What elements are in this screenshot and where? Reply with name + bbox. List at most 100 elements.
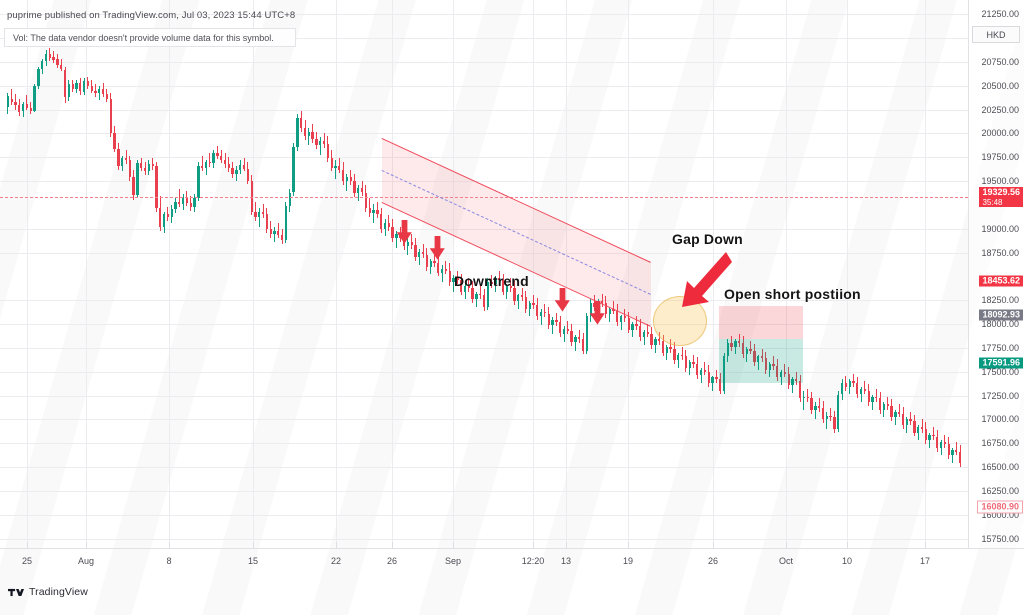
downtrend-arrow-2[interactable] xyxy=(429,236,446,260)
price-axis[interactable]: 21250.0021000.0020750.0020500.0020250.00… xyxy=(968,0,1024,548)
gridline-horizontal xyxy=(0,419,968,421)
gap-down-highlight-ellipse[interactable] xyxy=(653,296,707,346)
candle-body xyxy=(433,261,436,263)
short-stop-loss-zone[interactable] xyxy=(719,306,803,339)
candle-body xyxy=(418,251,421,258)
candle-body xyxy=(334,165,337,168)
candle-body xyxy=(189,203,192,207)
candle-body xyxy=(261,211,265,215)
candle-wick xyxy=(773,356,774,370)
last-price-tag-countdown: 35:48 xyxy=(982,198,1003,208)
volume-notice-box: Vol: The data vendor doesn't provide vol… xyxy=(4,28,296,47)
candle-body xyxy=(494,278,497,284)
candle-wick xyxy=(335,160,336,180)
candle-wick xyxy=(658,331,660,345)
candle-body xyxy=(513,287,516,302)
downtrend-arrow-3[interactable] xyxy=(554,288,571,312)
candle-wick xyxy=(533,295,534,309)
candle-body xyxy=(696,364,699,376)
stop-loss-tag[interactable]: 18453.62 xyxy=(979,275,1023,287)
gap-down-annotation-label[interactable]: Gap Down xyxy=(672,231,743,247)
candle-body xyxy=(760,356,764,359)
candle-body xyxy=(326,143,330,159)
candle-body xyxy=(917,427,920,433)
candle-body xyxy=(840,383,844,395)
candle-wick xyxy=(529,301,531,317)
entry-price-tag[interactable]: 18092.93 xyxy=(979,309,1023,321)
candle-wick xyxy=(453,274,454,292)
price-tick-label: 17000.00 xyxy=(981,414,1019,425)
candle-wick xyxy=(647,324,649,338)
candle-wick xyxy=(407,238,409,256)
candle-body xyxy=(517,295,520,302)
time-tick-mark xyxy=(847,542,848,549)
candle-body xyxy=(174,202,177,209)
candle-wick xyxy=(715,369,717,384)
open-short-position-annotation-label[interactable]: Open short postiion xyxy=(724,286,861,302)
short-take-profit-zone[interactable] xyxy=(719,339,803,383)
price-tick-label: 17750.00 xyxy=(981,342,1019,353)
gridline-vertical xyxy=(566,0,567,548)
last-price-tag[interactable]: 19329.56 35:48 xyxy=(979,187,1023,208)
candle-body xyxy=(86,81,90,86)
candle-body xyxy=(387,223,390,227)
last-price-line xyxy=(0,197,968,199)
candle-wick xyxy=(750,341,752,355)
downtrend-annotation-label[interactable]: Downtrend xyxy=(454,273,529,289)
price-tick-label: 16250.00 xyxy=(981,485,1019,496)
downtrend-arrow-4[interactable] xyxy=(589,301,606,325)
last-price-tag-value: 19329.56 xyxy=(982,187,1020,198)
candle-body xyxy=(143,167,147,172)
candle-body xyxy=(345,177,349,182)
low-price-tag[interactable]: 16080.90 xyxy=(977,500,1023,514)
candle-body xyxy=(360,187,364,193)
candle-wick xyxy=(746,346,748,363)
candle-wick xyxy=(769,362,771,378)
candle-body xyxy=(745,348,748,355)
candle-body xyxy=(818,406,821,408)
candle-body xyxy=(75,82,78,89)
candle-wick xyxy=(898,404,900,418)
candle-body xyxy=(18,104,21,113)
gridline-vertical xyxy=(925,0,926,548)
candle-wick xyxy=(555,312,557,326)
candle-wick xyxy=(319,137,321,156)
candle-wick xyxy=(784,364,786,378)
candle-body xyxy=(669,346,672,349)
candle-body xyxy=(757,356,760,363)
candle-body xyxy=(227,163,230,168)
gridline-vertical xyxy=(336,0,337,548)
candle-body xyxy=(639,325,642,338)
candle-body xyxy=(440,268,444,273)
candle-body xyxy=(772,364,775,366)
time-tick-mark xyxy=(566,542,567,549)
candle-body xyxy=(540,311,543,317)
candle-wick xyxy=(818,398,820,412)
candle-wick xyxy=(681,346,683,361)
candle-body xyxy=(654,339,657,345)
candle-body xyxy=(600,301,604,304)
take-profit-tag[interactable]: 17591.96 xyxy=(979,357,1023,369)
gridline-vertical xyxy=(169,0,170,548)
gap-down-pointer-arrow[interactable] xyxy=(676,250,732,310)
gridline-vertical xyxy=(847,0,848,548)
time-axis[interactable]: 25 Aug 8 15 22 26 Sep 12:20 13 19 26 Oct 10 17 xyxy=(0,542,1024,576)
candle-body xyxy=(338,165,341,170)
candle-body xyxy=(132,177,135,196)
candle-wick xyxy=(422,244,424,259)
candle-wick xyxy=(609,306,611,323)
candle-wick xyxy=(517,293,519,309)
candle-wick xyxy=(803,390,805,410)
time-tick-label: 15 xyxy=(247,556,259,566)
price-tick-label: 20250.00 xyxy=(981,104,1019,115)
candle-wick xyxy=(464,284,466,300)
gridline-vertical xyxy=(392,0,393,548)
candle-wick xyxy=(624,308,626,323)
candle-body xyxy=(798,381,802,399)
time-tick-mark xyxy=(27,542,28,549)
candle-wick xyxy=(830,407,832,422)
downtrend-arrow-1[interactable] xyxy=(396,220,413,244)
candle-wick xyxy=(917,425,919,441)
candle-wick xyxy=(654,337,656,353)
